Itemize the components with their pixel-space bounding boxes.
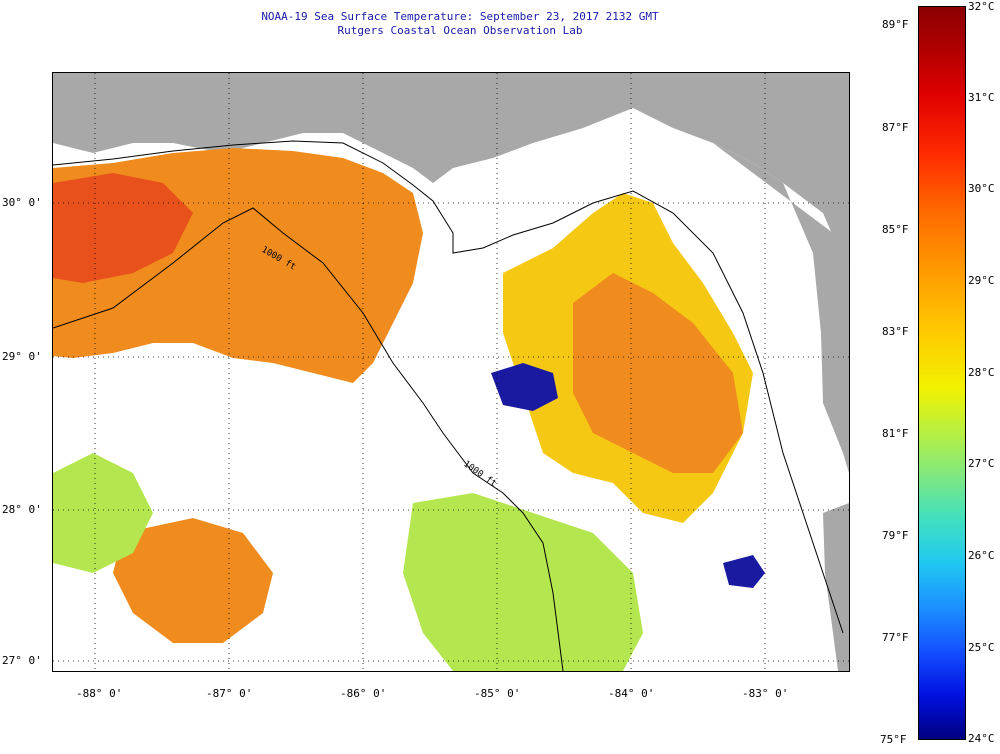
- land-east: [713, 143, 849, 473]
- sst-hot-west: [53, 173, 193, 283]
- land-north: [53, 73, 849, 273]
- colorbar-f-label: 81°F: [882, 427, 909, 440]
- sst-map: 1000 ft 1000 ft: [52, 72, 850, 672]
- colorbar-f-label: 75°F: [880, 733, 907, 746]
- lon-label: -83° 0': [742, 687, 789, 700]
- colorbar-c-label: 27°C: [968, 457, 995, 470]
- colorbar-c-label: 29°C: [968, 274, 995, 287]
- colorbar-f-label: 79°F: [882, 529, 909, 542]
- map-subtitle: Rutgers Coastal Ocean Observation Lab: [337, 24, 583, 37]
- lon-label: -87° 0': [206, 687, 253, 700]
- depth-contour-1000ft: [53, 207, 564, 671]
- colorbar-f-label: 89°F: [882, 18, 909, 31]
- colorbar-c-label: 28°C: [968, 366, 995, 379]
- land-southeast: [823, 503, 849, 671]
- sst-warm-east: [573, 273, 743, 473]
- colorbar-c-label: 26°C: [968, 549, 995, 562]
- lat-label: 28° 0': [2, 503, 42, 516]
- colorbar-c-label: 30°C: [968, 182, 995, 195]
- contour-label: 1000 ft: [461, 459, 498, 489]
- lon-label: -88° 0': [76, 687, 123, 700]
- colorbar-c-label: 31°C: [968, 91, 995, 104]
- colorbar-f-label: 77°F: [882, 631, 909, 644]
- sst-map-canvas: 1000 ft 1000 ft: [53, 73, 849, 671]
- lat-label: 30° 0': [2, 196, 42, 209]
- map-title: NOAA-19 Sea Surface Temperature: Septemb…: [261, 10, 659, 23]
- lat-label: 29° 0': [2, 350, 42, 363]
- colorbar-c-label: 25°C: [968, 641, 995, 654]
- colorbar-c-label: 24°C: [968, 732, 995, 745]
- colorbar-f-label: 87°F: [882, 121, 909, 134]
- sst-cold-patch-se: [723, 555, 765, 588]
- colorbar-f-label: 85°F: [882, 223, 909, 236]
- lon-label: -85° 0': [474, 687, 521, 700]
- lat-label: 27° 0': [2, 654, 42, 667]
- sst-cool-south: [403, 493, 643, 671]
- sst-cool-west: [53, 453, 153, 573]
- lon-label: -84° 0': [608, 687, 655, 700]
- colorbar-c-label: 32°C: [968, 0, 995, 13]
- sst-cold-patch: [491, 363, 558, 411]
- sst-warm-southwest: [113, 518, 273, 643]
- coastline: [53, 140, 844, 634]
- lon-label: -86° 0': [340, 687, 387, 700]
- temperature-colorbar: [918, 6, 966, 740]
- colorbar-f-label: 83°F: [882, 325, 909, 338]
